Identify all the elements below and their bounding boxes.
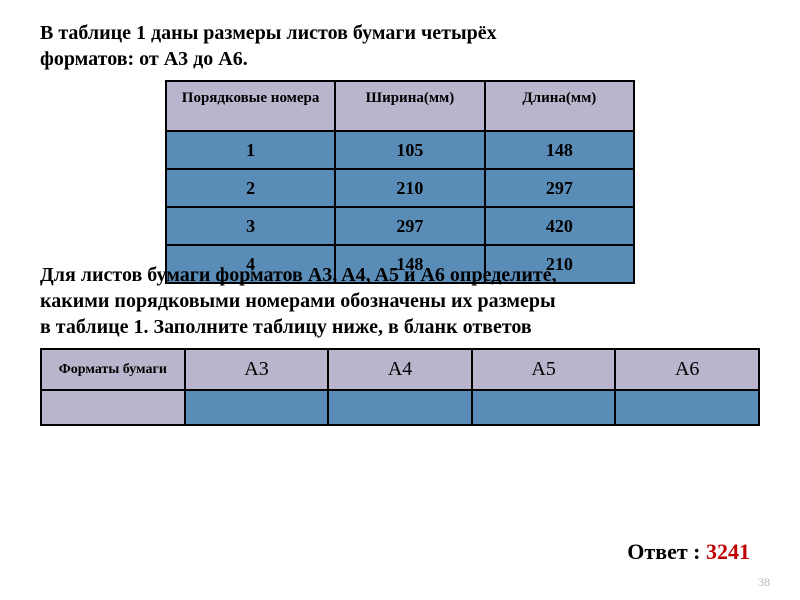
empty-header-cell <box>41 390 185 425</box>
table1-cell: 210 <box>335 169 484 207</box>
title-line-2: форматов: от A3 до A6. <box>40 46 760 72</box>
formats-table: Форматы бумаги A3 A4 A5 A6 <box>40 348 760 426</box>
answer-value: 3241 <box>706 539 750 564</box>
body-line-2: какими порядковыми номерами обозначены и… <box>40 288 760 314</box>
table1-cell: 105 <box>335 131 484 169</box>
body-line-3: в таблице 1. Заполните таблицу ниже, в б… <box>40 314 760 340</box>
answer-cell <box>615 390 759 425</box>
table-row: 3 297 420 <box>166 207 634 245</box>
table-row <box>41 390 759 425</box>
answer-label: Ответ : <box>627 539 706 564</box>
table-row: Форматы бумаги A3 A4 A5 A6 <box>41 349 759 390</box>
dimensions-table: Порядковые номера Ширина(мм) Длина(мм) 1… <box>165 80 635 284</box>
table-row: 2 210 297 <box>166 169 634 207</box>
format-cell: A4 <box>328 349 472 390</box>
answer-cell <box>185 390 329 425</box>
table1-cell: 297 <box>485 169 634 207</box>
page-number: 38 <box>758 575 770 590</box>
answer-cell <box>328 390 472 425</box>
table-row: 1 105 148 <box>166 131 634 169</box>
title-line-1: В таблице 1 даны размеры листов бумаги ч… <box>40 20 760 46</box>
table2-container: Форматы бумаги A3 A4 A5 A6 <box>40 348 760 426</box>
table1-cell: 148 <box>485 131 634 169</box>
instruction-text: Для листов бумаги форматов A3, A4, A5 и … <box>40 262 760 340</box>
table2-header-label: Форматы бумаги <box>41 349 185 390</box>
table1-header-1: Ширина(мм) <box>335 81 484 131</box>
table1-container: Порядковые номера Ширина(мм) Длина(мм) 1… <box>40 80 760 284</box>
table1-cell: 420 <box>485 207 634 245</box>
answer-cell <box>472 390 616 425</box>
table1-cell: 3 <box>166 207 335 245</box>
format-cell: A6 <box>615 349 759 390</box>
format-cell: A3 <box>185 349 329 390</box>
format-cell: A5 <box>472 349 616 390</box>
table1-header-2: Длина(мм) <box>485 81 634 131</box>
table1-header-0: Порядковые номера <box>166 81 335 131</box>
table1-cell: 297 <box>335 207 484 245</box>
answer-line: Ответ : 3241 <box>627 539 750 565</box>
table1-cell: 2 <box>166 169 335 207</box>
body-line-1: Для листов бумаги форматов A3, A4, A5 и … <box>40 262 760 288</box>
table1-cell: 1 <box>166 131 335 169</box>
